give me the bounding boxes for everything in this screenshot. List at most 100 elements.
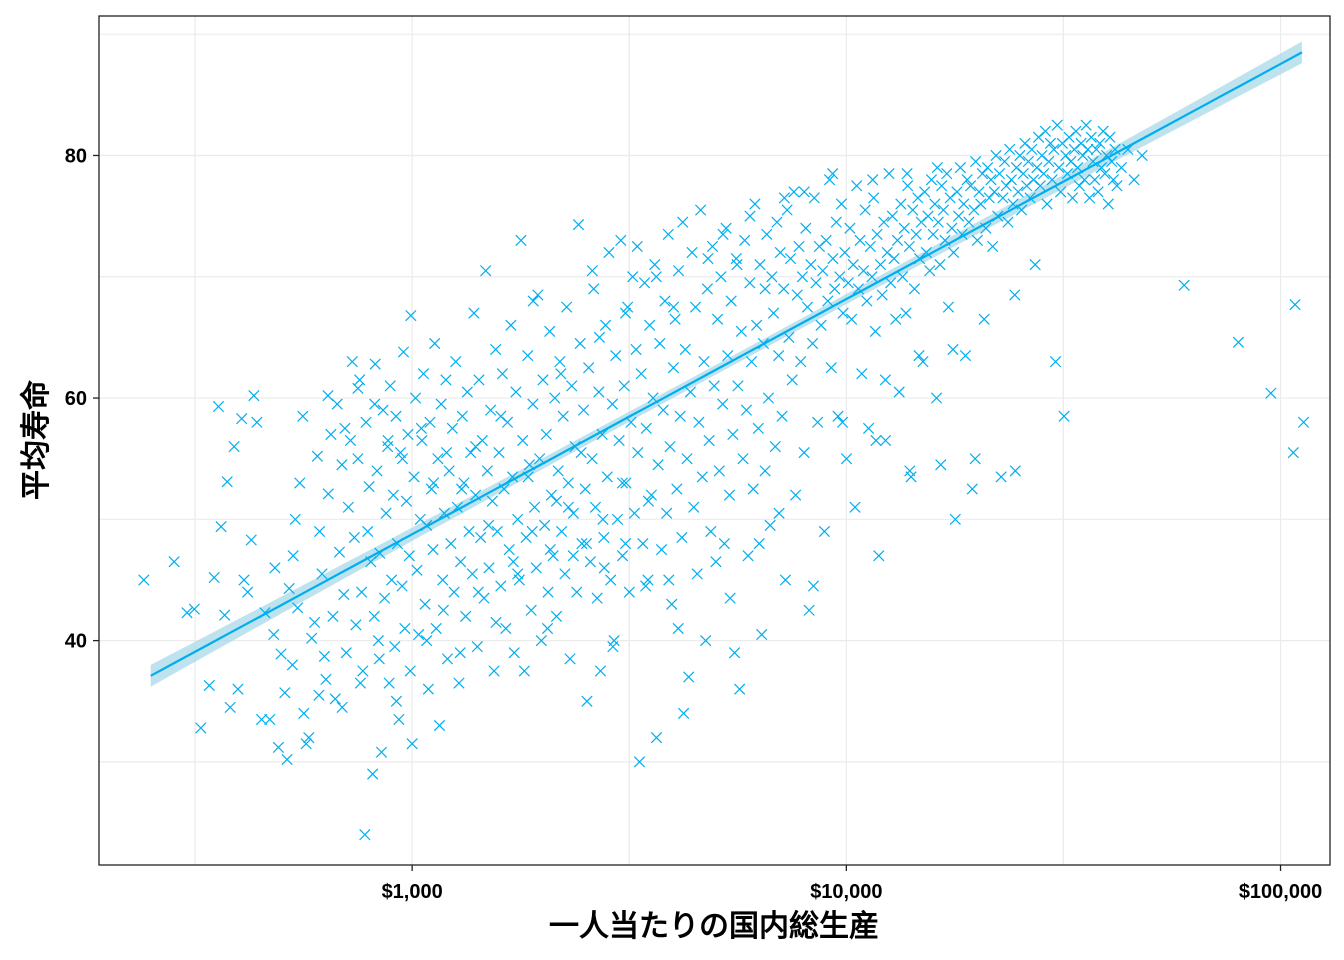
data-point (409, 392, 422, 404)
data-point (289, 513, 301, 525)
data-point (679, 343, 691, 356)
data-point (390, 695, 403, 707)
data-point (405, 309, 417, 322)
data-point (890, 313, 902, 325)
data-point (662, 228, 674, 240)
data-point (522, 349, 534, 362)
data-point (316, 568, 328, 580)
data-point (352, 382, 364, 394)
data-point (469, 440, 482, 453)
data-point (864, 240, 876, 253)
data-point (510, 386, 522, 398)
data-point (554, 356, 566, 368)
data-point (859, 204, 871, 216)
data-point (688, 501, 700, 513)
data-point (1107, 174, 1119, 186)
data-point (883, 168, 895, 180)
data-point (619, 537, 632, 550)
y-tick-label: 80 (65, 145, 87, 167)
data-point (456, 410, 468, 422)
data-point (495, 580, 507, 592)
data-point (594, 665, 607, 677)
data-point (1046, 174, 1058, 186)
data-point (807, 580, 820, 592)
data-point (947, 343, 959, 356)
data-point (815, 319, 827, 331)
data-point (655, 544, 668, 556)
data-point (632, 447, 644, 459)
data-point (580, 537, 593, 550)
data-point (973, 186, 985, 198)
data-point (764, 519, 776, 532)
data-point (866, 271, 878, 283)
x-axis-ticks: $1,000 $10,000 $100,000 (382, 865, 1322, 903)
data-point (969, 453, 981, 465)
data-point (929, 198, 941, 210)
data-point (783, 331, 795, 344)
data-point (735, 325, 747, 337)
data-point (228, 440, 240, 453)
data-point (837, 307, 849, 319)
data-point (966, 483, 978, 495)
data-point (586, 453, 598, 465)
data-point (424, 416, 436, 428)
data-point (465, 447, 477, 459)
data-point (747, 483, 759, 495)
data-point (740, 404, 753, 416)
data-point (360, 416, 372, 428)
data-point (325, 428, 337, 441)
data-point (427, 477, 440, 489)
data-point (1128, 174, 1140, 186)
data-point (728, 647, 741, 659)
data-point (454, 647, 466, 659)
data-point (910, 228, 922, 240)
data-point (432, 453, 444, 465)
data-point (808, 192, 820, 204)
data-point (947, 246, 960, 259)
data-point (396, 453, 409, 465)
data-point (620, 477, 632, 489)
data-point (756, 628, 768, 641)
data-point (601, 471, 613, 483)
data-point (188, 603, 200, 615)
data-point (275, 648, 287, 660)
data-point (461, 386, 473, 398)
data-point (870, 434, 882, 447)
data-point (1004, 143, 1016, 156)
data-point (667, 362, 680, 374)
data-point (861, 295, 873, 307)
data-point (810, 277, 822, 289)
data-point (402, 428, 414, 441)
x-tick-label: $100,000 (1239, 881, 1322, 903)
data-point (352, 453, 364, 465)
data-point (867, 174, 879, 186)
data-point (829, 283, 841, 295)
data-point (638, 277, 651, 289)
data-point (268, 628, 280, 641)
data-point (908, 283, 921, 295)
data-point (339, 422, 351, 434)
data-point (1089, 174, 1101, 186)
data-point (506, 471, 519, 483)
data-point (466, 568, 478, 580)
data-point (805, 259, 817, 271)
data-point (507, 556, 519, 568)
data-point (399, 622, 411, 635)
data-point (672, 265, 685, 277)
data-point (1009, 289, 1021, 301)
data-point (778, 192, 791, 204)
data-point (369, 398, 381, 410)
data-point (689, 301, 702, 313)
data-point (1287, 447, 1299, 459)
data-point (545, 489, 558, 501)
data-point (869, 325, 882, 337)
data-point (1083, 192, 1096, 204)
data-point (138, 574, 150, 586)
data-point (181, 607, 193, 619)
data-point (666, 598, 678, 610)
data-point (895, 198, 907, 210)
data-point (671, 483, 683, 495)
data-point (701, 283, 714, 295)
data-point (1289, 299, 1301, 311)
data-point (642, 495, 655, 507)
